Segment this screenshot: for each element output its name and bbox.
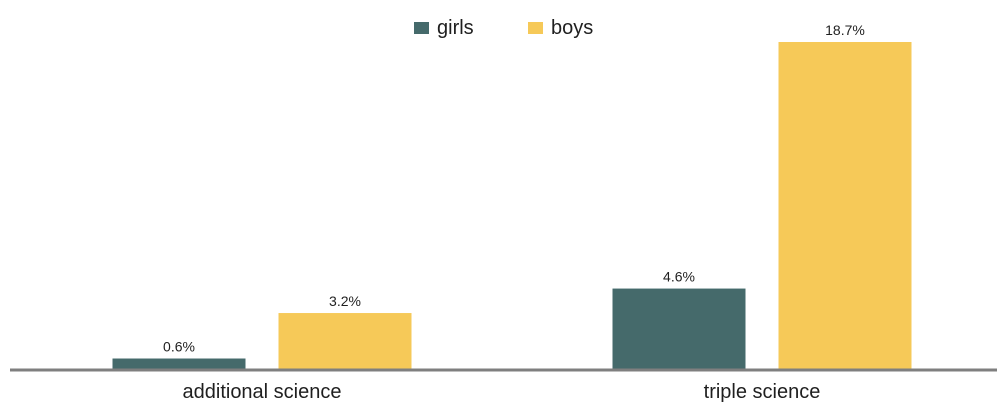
data-label-boys-triple-science: 18.7% bbox=[825, 22, 865, 38]
category-label-additional-science: additional science bbox=[183, 381, 342, 403]
x-axis: additional science triple science bbox=[10, 368, 997, 403]
bar-girls-additional-science bbox=[112, 358, 246, 369]
legend-label-boys: boys bbox=[551, 17, 593, 39]
data-label-boys-additional-science: 3.2% bbox=[329, 293, 361, 309]
bar-boys-triple-science bbox=[778, 42, 912, 369]
bar-boys-additional-science bbox=[278, 313, 412, 369]
legend-swatch-boys bbox=[528, 22, 543, 34]
legend-label-girls: girls bbox=[437, 17, 474, 39]
legend-item-boys: boys bbox=[528, 17, 593, 39]
bars bbox=[112, 42, 912, 369]
legend-swatch-girls bbox=[414, 22, 429, 34]
bar-girls-triple-science bbox=[612, 288, 746, 369]
data-label-girls-triple-science: 4.6% bbox=[663, 269, 695, 285]
data-labels: 0.6% 3.2% 4.6% 18.7% bbox=[163, 22, 865, 355]
legend: girls boys bbox=[414, 17, 593, 39]
category-label-triple-science: triple science bbox=[704, 381, 821, 403]
data-label-girls-additional-science: 0.6% bbox=[163, 339, 195, 355]
legend-item-girls: girls bbox=[414, 17, 474, 39]
